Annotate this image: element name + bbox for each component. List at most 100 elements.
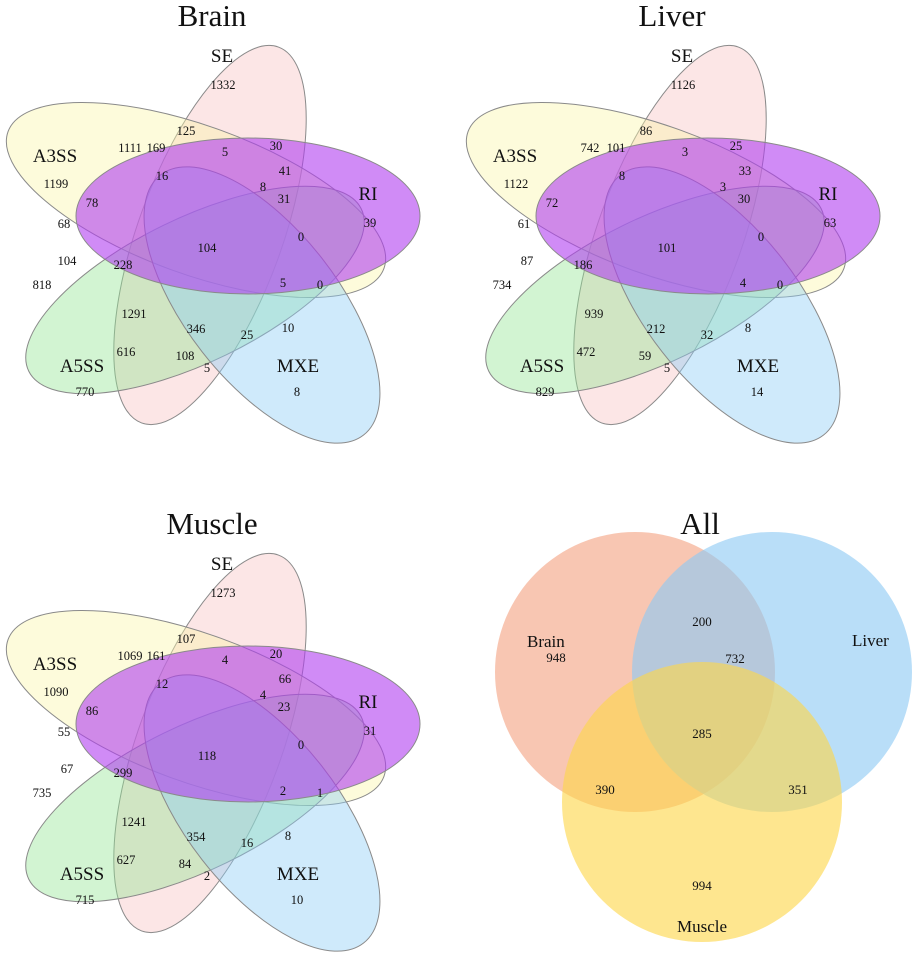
region-count: 86 (86, 704, 99, 718)
region-count: 104 (198, 241, 218, 255)
region-count: 4 (740, 276, 747, 290)
set-ellipse-ri (75, 137, 421, 295)
region-count: 31 (278, 192, 291, 206)
region-count: 25 (241, 328, 254, 342)
region-count: 228 (114, 258, 133, 272)
venn-diagram-brain: Brain SE 1332 A3SS 1199 RI 39 A5SS 770 MXE 8 125 11… (5, 0, 421, 444)
region-count: 0 (298, 230, 304, 244)
region-count: 939 (585, 307, 604, 321)
region-count: 118 (198, 749, 216, 763)
region-count: 5 (664, 361, 670, 375)
region-count: 4 (260, 688, 267, 702)
region-count-mxe-only: 10 (291, 893, 304, 907)
set-label-a3ss: A3SS (33, 654, 77, 675)
panel-title: Brain (178, 0, 247, 33)
region-count: 5 (222, 145, 228, 159)
region-count: 8 (619, 169, 625, 183)
region-count: 735 (33, 786, 52, 800)
region-count: 5 (204, 361, 210, 375)
set-label-liver: Liver (852, 631, 889, 650)
region-count: 68 (58, 217, 71, 231)
venn-panel-all: All Brain Liver Muscle 948 732 994 200 3… (460, 480, 920, 960)
region-count: 0 (298, 738, 304, 752)
region-count-a3ss-only: 1199 (44, 177, 69, 191)
region-count-a5ss-only: 715 (76, 893, 95, 907)
region-count: 734 (493, 278, 513, 292)
region-count: 1111 (118, 141, 142, 155)
panel-title: Liver (638, 0, 706, 33)
region-count: 125 (177, 124, 196, 138)
set-label-mxe: MXE (277, 864, 319, 885)
region-count: 104 (58, 254, 78, 268)
region-count: 818 (33, 278, 52, 292)
set-circle-muscle (562, 662, 842, 942)
region-count: 33 (739, 164, 752, 178)
region-count: 2 (204, 869, 210, 883)
region-count: 212 (647, 322, 666, 336)
region-count-liver-muscle: 351 (788, 782, 808, 797)
region-count-brain-muscle: 390 (595, 782, 615, 797)
venn-panel-brain: Brain SE 1332 A3SS 1199 RI 39 A5SS 770 MXE 8 125 11… (0, 0, 460, 480)
region-count: 354 (187, 830, 207, 844)
region-count: 627 (117, 853, 136, 867)
region-count-brain-liver: 200 (692, 614, 712, 629)
region-count: 67 (61, 762, 74, 776)
region-count: 2 (280, 784, 286, 798)
region-count: 87 (521, 254, 534, 268)
venn-diagram-liver: Liver SE 1126 A3SS 1122 RI 63 A5SS 829 MXE 14 86 74… (465, 0, 881, 444)
region-count: 4 (222, 653, 229, 667)
region-count: 84 (179, 857, 192, 871)
region-count-a3ss-only: 1090 (44, 685, 69, 699)
region-count: 1 (317, 786, 323, 800)
region-count: 186 (574, 258, 593, 272)
region-count: 8 (745, 321, 751, 335)
region-count: 30 (270, 139, 283, 153)
set-label-se: SE (211, 46, 233, 67)
region-count: 108 (176, 349, 195, 363)
region-count: 346 (187, 322, 206, 336)
region-count-a5ss-only: 770 (76, 385, 95, 399)
set-label-a5ss: A5SS (60, 356, 104, 377)
region-count: 3 (720, 180, 726, 194)
region-count: 1291 (122, 307, 147, 321)
venn-panel-liver: Liver SE 1126 A3SS 1122 RI 63 A5SS 829 MXE 14 86 74… (460, 0, 920, 480)
region-count: 1241 (122, 815, 147, 829)
set-label-a5ss: A5SS (60, 864, 104, 885)
region-count: 41 (279, 164, 292, 178)
region-count: 16 (241, 836, 254, 850)
set-label-ri: RI (819, 184, 838, 205)
region-count: 23 (278, 700, 291, 714)
region-count-ri-only: 39 (364, 216, 377, 230)
region-count-ri-only: 63 (824, 216, 837, 230)
region-count: 30 (738, 192, 751, 206)
region-count-liver-only: 732 (725, 651, 745, 666)
region-count: 16 (156, 169, 169, 183)
region-count: 0 (758, 230, 764, 244)
region-count: 1069 (118, 649, 143, 663)
venn-diagram-all: All Brain Liver Muscle 948 732 994 200 3… (495, 506, 912, 942)
region-count: 299 (114, 766, 133, 780)
region-count-mxe-only: 14 (751, 385, 764, 399)
region-count: 101 (658, 241, 677, 255)
region-count: 20 (270, 647, 283, 661)
region-count: 742 (581, 141, 600, 155)
region-count: 161 (147, 649, 166, 663)
region-count: 59 (639, 349, 652, 363)
region-count: 0 (317, 278, 323, 292)
region-count: 25 (730, 139, 743, 153)
region-count: 66 (279, 672, 292, 686)
region-count: 8 (285, 829, 291, 843)
set-label-brain: Brain (527, 632, 565, 651)
region-count: 12 (156, 677, 169, 691)
set-label-a3ss: A3SS (493, 146, 537, 167)
region-count-all-three: 285 (692, 726, 712, 741)
region-count: 86 (640, 124, 653, 138)
venn-panel-muscle: Muscle SE 1273 A3SS 1090 RI 31 A5SS 715 MXE 10 107… (0, 480, 460, 960)
region-count: 32 (701, 328, 714, 342)
region-count: 472 (577, 345, 596, 359)
region-count: 3 (682, 145, 688, 159)
region-count-a3ss-only: 1122 (504, 177, 529, 191)
region-count: 10 (282, 321, 295, 335)
region-count-se-only: 1273 (211, 586, 236, 600)
